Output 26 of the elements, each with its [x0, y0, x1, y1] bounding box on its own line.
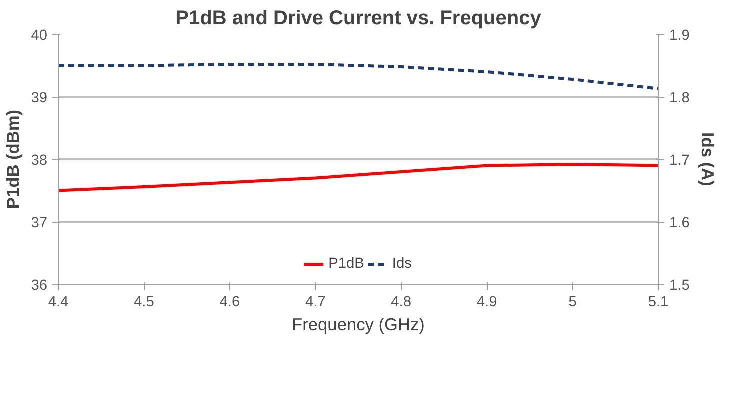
y-tick-label: 39 [31, 90, 48, 106]
x-tick-label: 5 [568, 294, 577, 310]
x-tick-label: 4.5 [134, 294, 154, 310]
y2-tick-label: 1.7 [670, 153, 690, 169]
chart-title: P1dB and Drive Current vs. Frequency [176, 8, 542, 30]
x-tick-label: 4.4 [48, 294, 69, 310]
legend-label: P1dB [328, 256, 364, 272]
y-tick-label: 37 [31, 216, 48, 232]
x-tick-label: 5.1 [648, 294, 669, 310]
line-series [58, 63, 658, 90]
x-axis-title: Frequency (GHz) [292, 314, 425, 334]
y2-tick-label: 1.8 [670, 90, 690, 106]
y-axis-title: P1dB (dBm) [3, 110, 24, 210]
y2-axis-title: Ids (A) [698, 132, 718, 186]
legend-label: Ids [392, 256, 412, 272]
x-tick-label: 4.6 [220, 294, 240, 310]
y2-tick-label: 1.5 [670, 278, 690, 294]
x-tick-label: 4.8 [391, 294, 412, 310]
y-tick-label: 40 [31, 28, 48, 44]
y-tick-label: 38 [31, 153, 48, 169]
y2-tick-label: 1.6 [670, 216, 690, 232]
y-tick-label: 36 [31, 278, 48, 294]
x-tick-label: 4.7 [305, 294, 326, 310]
line-series [58, 163, 658, 192]
x-tick-label: 4.9 [476, 294, 498, 310]
y2-tick-label: 1.9 [670, 28, 690, 44]
